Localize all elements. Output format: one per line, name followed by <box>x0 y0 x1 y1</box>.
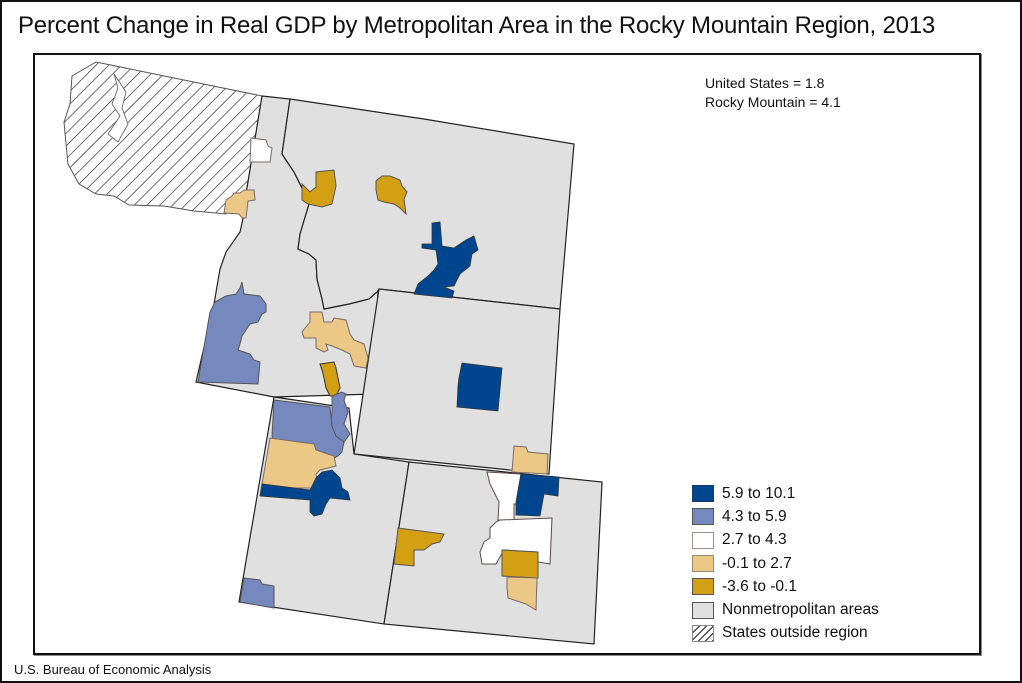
metro-area <box>515 473 560 517</box>
legend-swatch-white <box>692 531 714 549</box>
legend-item: Nonmetropolitan areas <box>692 598 879 621</box>
legend-label: 2.7 to 4.3 <box>722 531 787 549</box>
metro-area <box>375 175 408 216</box>
legend-swatch-gray <box>692 601 714 619</box>
legend-item: -3.6 to -0.1 <box>692 575 879 598</box>
legend-item: 2.7 to 4.3 <box>692 529 879 552</box>
metro-area <box>249 137 273 163</box>
map-title: Percent Change in Real GDP by Metropolit… <box>18 12 936 39</box>
metro-area <box>301 169 337 208</box>
legend-label: -0.1 to 2.7 <box>722 554 792 572</box>
metro-area <box>506 576 538 611</box>
summary-stats: United States = 1.8 Rocky Mountain = 4.1 <box>705 74 841 112</box>
metro-area <box>259 469 351 517</box>
legend-item: -0.1 to 2.7 <box>692 552 879 575</box>
legend-label: -3.6 to -0.1 <box>722 577 797 595</box>
choropleth-map <box>63 61 603 645</box>
metro-area <box>501 549 539 579</box>
legend-label: Nonmetropolitan areas <box>722 601 879 619</box>
source-credit: U.S. Bureau of Economic Analysis <box>14 662 212 677</box>
legend-item: 4.3 to 5.9 <box>692 505 879 528</box>
state-wyoming <box>353 288 561 475</box>
metro-area <box>413 221 479 299</box>
metro-area <box>393 527 445 567</box>
legend-item: 5.9 to 10.1 <box>692 482 879 505</box>
legend-label: States outside region <box>722 624 868 642</box>
legend-item: States outside region <box>692 622 879 645</box>
region-stat: Rocky Mountain = 4.1 <box>705 94 841 110</box>
metro-area <box>479 517 553 565</box>
metro-area <box>301 311 369 369</box>
legend-swatch-mid-blue <box>692 508 714 526</box>
legend-swatch-dark-blue <box>692 485 714 503</box>
metro-area <box>239 577 275 609</box>
puget-sound-detail <box>107 73 129 143</box>
legend-swatch-light-tan <box>692 555 714 573</box>
metro-area <box>223 189 256 219</box>
metro-area <box>511 445 549 475</box>
legend-label: 4.3 to 5.9 <box>722 507 787 525</box>
us-stat: United States = 1.8 <box>705 75 825 91</box>
legend-swatch-hatched <box>692 624 714 642</box>
metro-area <box>197 281 267 385</box>
state-washington <box>63 61 263 215</box>
map-frame: United States = 1.8 Rocky Mountain = 4.1… <box>33 53 981 655</box>
legend-swatch-dark-gold <box>692 578 714 596</box>
legend: 5.9 to 10.1 4.3 to 5.9 2.7 to 4.3 -0.1 t… <box>692 482 879 645</box>
metro-area <box>456 362 503 412</box>
legend-label: 5.9 to 10.1 <box>722 484 796 502</box>
